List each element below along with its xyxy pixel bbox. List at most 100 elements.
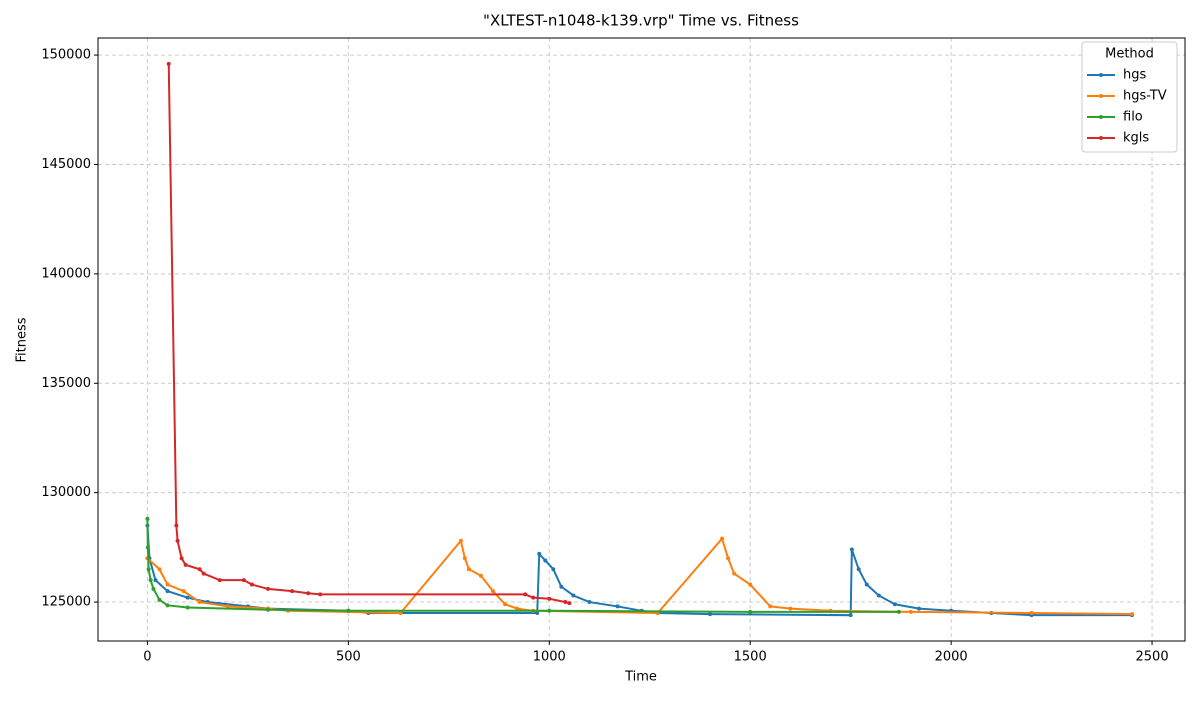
point bbox=[478, 573, 483, 578]
x-tick-label: 1000 bbox=[533, 650, 566, 665]
point bbox=[503, 602, 508, 607]
x-tick-label: 0 bbox=[143, 650, 151, 665]
point bbox=[157, 567, 162, 572]
series-line bbox=[146, 518, 899, 613]
point bbox=[306, 591, 311, 596]
point bbox=[148, 578, 153, 583]
x-tick-label: 1500 bbox=[734, 650, 767, 665]
point bbox=[398, 610, 403, 615]
point bbox=[864, 582, 869, 587]
point bbox=[849, 547, 854, 552]
point bbox=[181, 589, 186, 594]
point bbox=[563, 600, 568, 605]
point bbox=[547, 596, 552, 601]
legend-marker bbox=[1099, 136, 1103, 140]
point bbox=[547, 608, 552, 613]
point bbox=[748, 609, 753, 614]
point bbox=[217, 578, 222, 583]
point bbox=[708, 612, 713, 617]
point bbox=[726, 556, 731, 561]
point bbox=[265, 607, 270, 612]
y-tick-label: 140000 bbox=[41, 266, 91, 281]
point bbox=[249, 582, 254, 587]
y-tick-label: 125000 bbox=[41, 595, 91, 610]
point bbox=[491, 589, 496, 594]
point bbox=[515, 606, 520, 611]
point bbox=[145, 545, 150, 550]
series-line bbox=[146, 525, 1132, 617]
legend-label: hgs-TV bbox=[1123, 89, 1167, 104]
point bbox=[157, 597, 162, 602]
plot-frame bbox=[97, 37, 1186, 642]
point bbox=[543, 558, 548, 563]
point bbox=[165, 582, 170, 587]
point bbox=[197, 567, 202, 572]
x-axis-label: Time bbox=[624, 670, 657, 685]
point bbox=[732, 571, 737, 576]
point bbox=[145, 516, 150, 521]
point bbox=[185, 605, 190, 610]
point bbox=[151, 586, 156, 591]
point bbox=[290, 589, 295, 594]
legend-marker bbox=[1099, 94, 1103, 98]
point bbox=[571, 593, 576, 598]
x-tick-label: 500 bbox=[336, 650, 361, 665]
point bbox=[896, 609, 901, 614]
series-line bbox=[167, 63, 570, 605]
point bbox=[768, 604, 773, 609]
point bbox=[587, 600, 592, 605]
point bbox=[179, 556, 184, 561]
x-tick-label: 2000 bbox=[935, 650, 968, 665]
y-tick-label: 150000 bbox=[41, 48, 91, 63]
y-tick-label: 135000 bbox=[41, 376, 91, 391]
series-line bbox=[146, 536, 1132, 616]
point bbox=[346, 608, 351, 613]
point bbox=[523, 592, 528, 597]
point bbox=[174, 523, 179, 528]
y-axis-label: Fitness bbox=[15, 317, 30, 362]
point bbox=[848, 613, 853, 618]
y-tick-label: 130000 bbox=[41, 485, 91, 500]
point bbox=[856, 567, 861, 572]
legend-marker bbox=[1099, 73, 1103, 77]
point bbox=[458, 538, 463, 543]
legend-box bbox=[1081, 41, 1178, 153]
legend-marker bbox=[1099, 115, 1103, 119]
point bbox=[788, 606, 793, 611]
point bbox=[153, 578, 158, 583]
chart-title: "XLTEST-n1048-k139.vrp" Time vs. Fitness bbox=[483, 12, 799, 30]
legend-label: kgls bbox=[1123, 131, 1149, 146]
point bbox=[185, 595, 190, 600]
point bbox=[166, 61, 171, 66]
point bbox=[876, 593, 881, 598]
point bbox=[165, 603, 170, 608]
point bbox=[908, 609, 913, 614]
point bbox=[567, 601, 572, 606]
legend-label: hgs bbox=[1123, 68, 1146, 83]
point bbox=[551, 567, 556, 572]
point bbox=[165, 589, 170, 594]
point bbox=[892, 602, 897, 607]
point bbox=[1129, 612, 1134, 617]
point bbox=[559, 584, 564, 589]
point bbox=[318, 592, 323, 597]
legend-label: filo bbox=[1123, 110, 1143, 125]
point bbox=[225, 604, 230, 609]
point bbox=[183, 562, 188, 567]
y-tick-label: 145000 bbox=[41, 157, 91, 172]
x-tick-label: 2500 bbox=[1136, 650, 1169, 665]
point bbox=[197, 600, 202, 605]
point bbox=[720, 536, 725, 541]
point bbox=[466, 567, 471, 572]
point bbox=[531, 595, 536, 600]
point bbox=[175, 538, 180, 543]
legend-title: Method bbox=[1105, 47, 1154, 62]
point bbox=[462, 556, 467, 561]
point bbox=[748, 582, 753, 587]
point bbox=[241, 578, 246, 583]
point bbox=[1029, 610, 1034, 615]
point bbox=[535, 610, 540, 615]
point bbox=[916, 606, 921, 611]
point bbox=[537, 551, 542, 556]
